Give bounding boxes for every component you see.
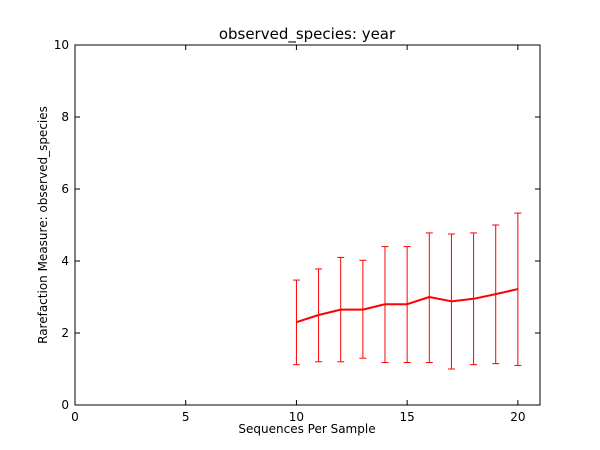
y-tick-label: 8 <box>61 110 69 124</box>
x-axis-label: Sequences Per Sample <box>238 422 375 436</box>
x-tick-label: 0 <box>71 410 79 424</box>
ticks-layer: 0 5 10 15 20 0 2 4 6 8 10 <box>54 38 540 424</box>
y-axis-label: Rarefaction Measure: observed_species <box>36 106 50 344</box>
plot-frame <box>74 44 541 406</box>
y-tick-label: 10 <box>54 38 69 52</box>
x-tick-label: 10 <box>289 410 304 424</box>
chart-title: observed_species: year <box>219 25 396 44</box>
x-tick-label: 20 <box>510 410 525 424</box>
y-tick-label: 4 <box>61 254 69 268</box>
y-tick-label: 2 <box>61 326 69 340</box>
x-tick-label: 15 <box>400 410 415 424</box>
y-tick-label: 0 <box>61 398 69 412</box>
y-tick-label: 6 <box>61 182 69 196</box>
series-line <box>296 288 519 324</box>
x-tick-label: 5 <box>182 410 190 424</box>
plot-layer <box>292 212 522 370</box>
